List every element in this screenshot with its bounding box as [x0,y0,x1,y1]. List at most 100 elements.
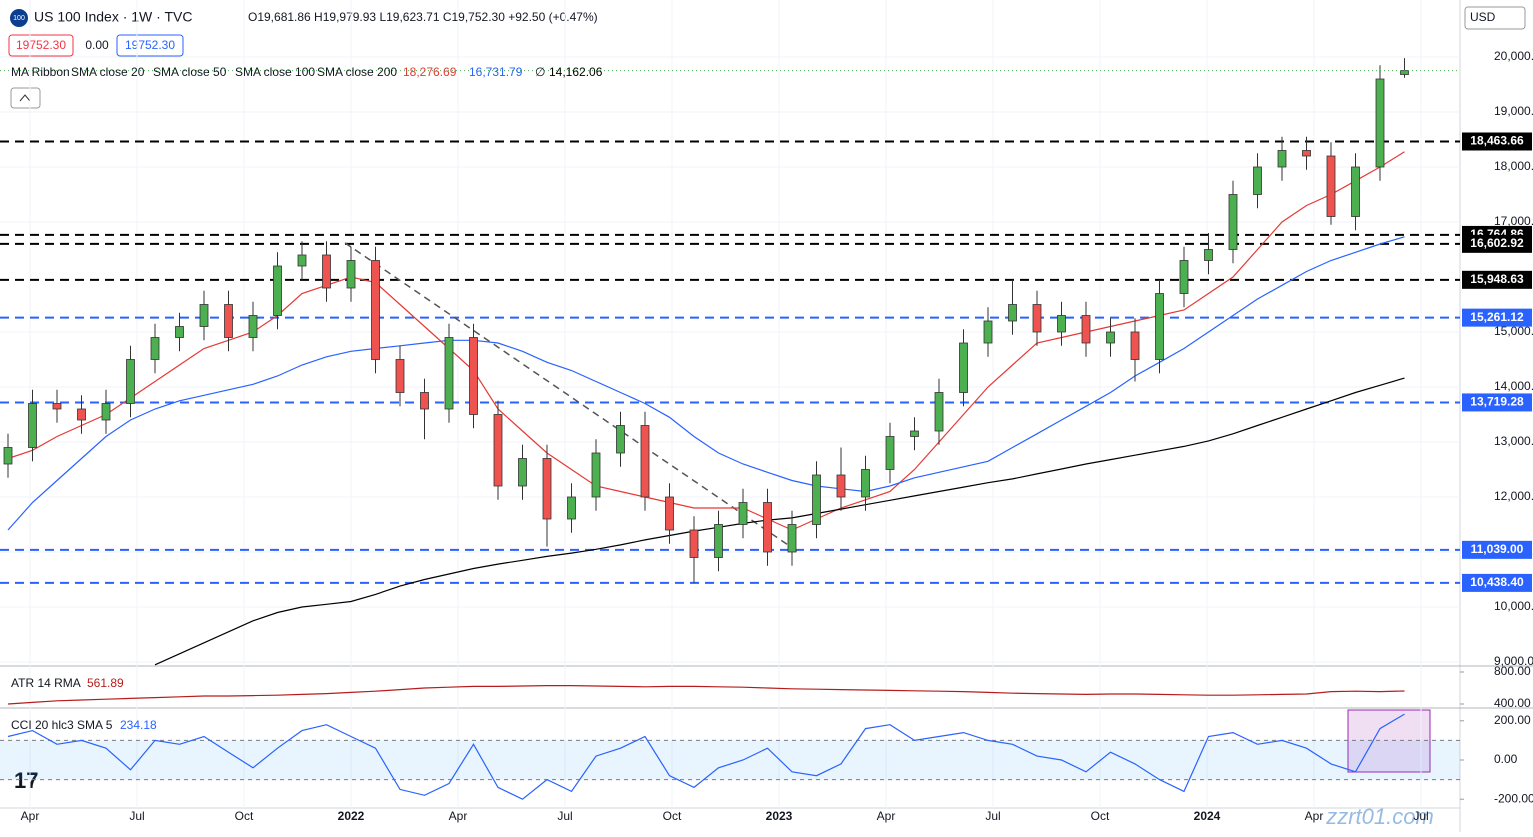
legend-value: 14,162.06 [549,65,603,79]
badge [10,9,28,27]
ohlc: O19,681.86 H19,979.93 L19,623.71 C19,752… [248,10,598,24]
candle-body [542,458,552,520]
ma-line [7,151,1405,531]
candle-body [175,326,184,338]
ma-line [7,236,1405,531]
candle-body [224,304,233,338]
candle-body [1228,194,1238,250]
pane-title: CCI 20 hlc3 SMA 5 [11,718,113,732]
sell-price[interactable]: 19752.30 [16,38,66,52]
sell-box[interactable] [8,34,74,57]
y-tick-label: 19,000.00 [1494,104,1533,118]
candle-body [1106,331,1115,344]
y-tick-label: 800.00 [1494,664,1531,678]
currency-box[interactable] [1464,6,1526,30]
candle-body [273,265,282,316]
candle-body [444,337,454,410]
price-label: 15,261.12 [1470,310,1524,324]
pane-title: ATR 14 RMA [11,676,81,690]
candle-body [518,458,527,487]
candle-body [371,260,380,360]
price-label: 13,719.28 [1470,395,1524,409]
watermark: zzrt01.com [1325,804,1434,829]
price-label: 10,438.40 [1470,575,1524,589]
y-tick-label: 0.00 [1494,752,1518,766]
candle-body [1130,331,1140,360]
price-label-box [1462,132,1532,151]
candle-body [126,359,135,404]
candle-body [787,524,797,553]
candle-body [395,359,405,393]
candle-body [297,254,307,267]
y-tick-label: 13,000.00 [1494,434,1533,448]
candle-body [640,425,650,498]
cci-line [7,713,1405,800]
buy-price[interactable]: 19752.30 [125,38,175,52]
candle-body [1155,293,1164,360]
ma-line [154,377,1405,666]
candle-body [1032,304,1042,333]
candle-body [885,436,895,470]
candle-body [1277,150,1287,168]
x-tick-label: Jul [985,809,1000,823]
y-tick-label: 18,000.00 [1494,159,1533,173]
price-label: 11,039.00 [1471,542,1524,556]
trendline [344,242,801,554]
candle-body [689,529,699,558]
candle-body [567,496,576,520]
price-label-box [1462,308,1532,327]
buy-box[interactable] [116,34,184,57]
x-tick-label: Jul [129,809,144,823]
candle-body [934,392,944,432]
y-tick-label: 14,000.00 [1494,379,1533,393]
candle-body [1375,78,1385,168]
candle-body [1008,304,1017,322]
candle-body [1179,260,1189,294]
price-label-box [1462,393,1532,412]
currency[interactable]: USD [1470,10,1496,24]
candle-body [52,403,62,410]
x-tick-label: Apr [449,809,468,823]
candle-body [738,502,748,525]
candle-body [1081,315,1091,344]
candle-body [1204,249,1213,261]
candle-body [1326,155,1336,217]
collapse-icon[interactable] [19,94,31,102]
legend-name: SMA close 20 [71,65,145,79]
pane-value: 561.89 [87,676,124,690]
x-tick-label: 2022 [338,809,365,823]
candle-body [199,304,209,327]
candle-body [861,469,870,498]
x-tick-label: Jul [557,809,572,823]
y-tick-label: 15,000.00 [1494,324,1533,338]
candle-body [28,403,37,448]
candle-body [1253,166,1262,195]
price-label-box [1462,270,1532,289]
y-tick-label: 9,000.00 [1494,654,1533,668]
x-tick-label: Apr [1305,809,1324,823]
y-tick-label: 400.00 [1494,696,1531,710]
x-tick-label: Oct [235,809,254,823]
legend-value: 16,731.79 [469,65,523,79]
price-label-box [1462,234,1532,253]
candle-body [77,408,86,421]
collapse-button[interactable] [10,87,41,109]
candle-body [591,452,601,498]
candle-body [616,425,625,454]
candle-body [910,430,919,437]
y-tick-label: -200.00 [1494,791,1533,805]
candle-body [1302,150,1311,157]
tv-logo: 17 [14,768,38,793]
candle-body [420,392,429,410]
candle-body [836,474,846,498]
price-label-box [1462,573,1532,592]
legend-name: SMA close 200 [317,65,397,79]
candle-body [665,496,674,531]
x-tick-label: Apr [21,809,40,823]
x-tick-label: Oct [663,809,682,823]
candle-body [346,260,356,289]
legend-value: 18,276.69 [403,65,457,79]
legend-name: SMA close 100 [235,65,315,79]
legend-name: SMA close 50 [153,65,227,79]
